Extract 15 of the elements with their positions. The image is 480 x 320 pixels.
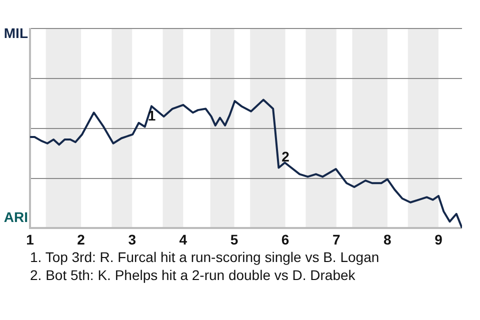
annotation: 2 xyxy=(282,148,290,165)
x-tick-label: 2 xyxy=(77,231,86,248)
x-tick-label: 1 xyxy=(26,231,34,248)
x-tick-label: 4 xyxy=(179,231,188,248)
annotation: 1 xyxy=(148,108,156,124)
x-tick-label: 3 xyxy=(128,231,136,248)
text: ARI xyxy=(4,208,28,225)
x-tick-label: 6 xyxy=(281,231,290,248)
text: MIL xyxy=(4,24,28,41)
x-tick-label: 8 xyxy=(384,231,392,248)
text: 1. Top 3rd: R. Furcal hit a run-scoring single vs B. Logan xyxy=(30,248,380,266)
text: 2. Bot 5th: K. Phelps hit a 2-run double vs D. Drabek xyxy=(30,266,356,284)
x-tick-label: 9 xyxy=(434,231,443,248)
x-tick-label: 7 xyxy=(332,231,340,248)
x-tick-label: 5 xyxy=(230,231,238,248)
